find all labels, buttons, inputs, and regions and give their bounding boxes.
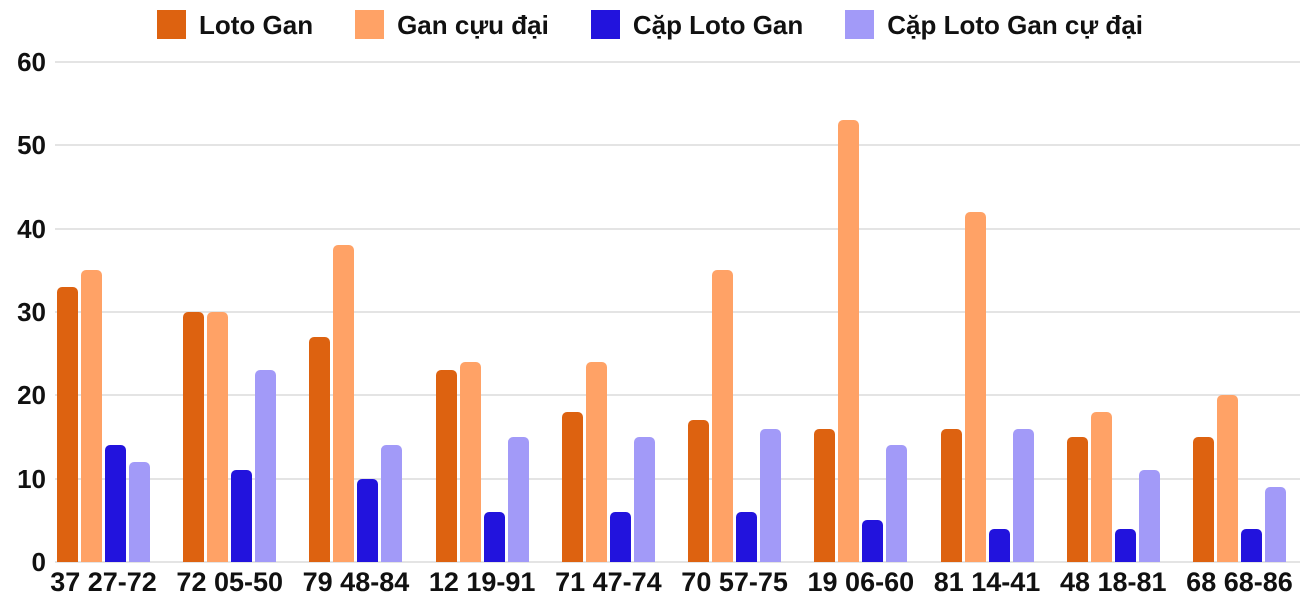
- bar-series-1[interactable]: [838, 120, 860, 562]
- legend-item[interactable]: Cặp Loto Gan cự đại: [845, 10, 1143, 39]
- bar-series-3[interactable]: [255, 370, 277, 562]
- bar-series-0[interactable]: [435, 370, 457, 562]
- bar-series-2[interactable]: [483, 512, 505, 562]
- y-axis-tick-label: 20: [17, 380, 46, 411]
- y-axis: 0 10 20 30 40 50 60: [0, 47, 46, 577]
- legend-swatch-icon: [590, 10, 620, 39]
- bar-series-0[interactable]: [57, 287, 78, 562]
- legend-item[interactable]: Gan cựu đại: [355, 10, 549, 39]
- bar-group: 72 05-50: [176, 62, 283, 596]
- bar-series-2[interactable]: [609, 512, 631, 562]
- bar-series-0[interactable]: [183, 312, 205, 562]
- gridlines: [55, 61, 1300, 563]
- bar-series-0[interactable]: [309, 337, 331, 562]
- bar-series-2[interactable]: [988, 528, 1010, 562]
- bar-series-1[interactable]: [1090, 412, 1112, 562]
- legend-label: Cặp Loto Gan: [632, 9, 804, 40]
- bar-group: 19 06-60: [808, 62, 914, 596]
- plot-area: 37 27-72 72 05-50 79 48-84 12 19-91 71 47-74…: [50, 61, 1300, 596]
- x-axis-category-label: 48 18-81: [1059, 567, 1167, 597]
- bar-groups: 37 27-72 72 05-50 79 48-84 12 19-91 71 47-74…: [50, 62, 1293, 596]
- legend-label: Cặp Loto Gan cự đại: [887, 9, 1143, 40]
- bar-series-1[interactable]: [459, 362, 481, 562]
- bar-group: 81 14-41: [934, 62, 1040, 596]
- bar-series-0[interactable]: [688, 420, 710, 562]
- y-axis-tick-label: 50: [17, 130, 46, 161]
- legend-swatch-icon: [355, 10, 385, 39]
- gridline: [55, 477, 1300, 480]
- legend-item[interactable]: Loto Gan: [156, 9, 314, 40]
- bar-series-3[interactable]: [886, 445, 908, 562]
- bar-group: 70 57-75: [681, 62, 788, 596]
- bar-series-0[interactable]: [940, 428, 962, 562]
- x-axis-category-label: 81 14-41: [933, 567, 1041, 597]
- x-axis-category-label: 70 57-75: [681, 567, 788, 597]
- legend-swatch-icon: [156, 10, 186, 39]
- y-axis-tick-label: 0: [31, 547, 46, 577]
- bar-series-0[interactable]: [1192, 437, 1214, 562]
- bar-series-3[interactable]: [507, 437, 529, 562]
- bar-series-1[interactable]: [585, 362, 607, 562]
- y-axis-tick-label: 60: [17, 47, 46, 77]
- bar-series-1[interactable]: [964, 212, 986, 562]
- gridline: [55, 144, 1300, 147]
- gridline: [55, 227, 1300, 230]
- x-axis-category-label: 79 48-84: [302, 567, 410, 597]
- x-axis-category-label: 19 06-60: [807, 567, 915, 597]
- bar-series-1[interactable]: [81, 270, 102, 562]
- bar-group: 48 18-81: [1060, 62, 1167, 596]
- bar-series-3[interactable]: [129, 462, 150, 562]
- bar-series-2[interactable]: [357, 478, 379, 562]
- gridline: [55, 61, 1300, 63]
- bar-series-0[interactable]: [1066, 437, 1088, 562]
- bar-series-2[interactable]: [862, 520, 884, 562]
- bar-series-2[interactable]: [231, 470, 253, 562]
- bar-series-3[interactable]: [381, 445, 403, 562]
- bar-group: 37 27-72: [50, 62, 157, 596]
- chart-legend: Loto Gan Gan cựu đại Cặp Loto Gan Cặp Loto …: [0, 10, 1300, 39]
- x-axis-category-label: 72 05-50: [176, 567, 284, 597]
- bar-group: 71 47-74: [555, 62, 662, 596]
- bar-series-3[interactable]: [633, 437, 655, 562]
- bar-series-2[interactable]: [736, 512, 758, 562]
- x-axis-category-label: 68 68-86: [1186, 567, 1293, 597]
- bar-group: 79 48-84: [303, 62, 409, 596]
- bar-group: 68 68-86: [1186, 62, 1293, 596]
- bar-series-3[interactable]: [760, 428, 782, 562]
- y-axis-tick-label: 30: [17, 297, 46, 327]
- bar-series-2[interactable]: [1114, 528, 1136, 562]
- bar-series-1[interactable]: [712, 270, 734, 562]
- x-axis-category-label: 37 27-72: [50, 567, 157, 597]
- bar-series-2[interactable]: [1240, 528, 1262, 562]
- bar-group: 12 19-91: [429, 62, 535, 596]
- gridline: [55, 394, 1300, 397]
- bar-series-1[interactable]: [1216, 395, 1238, 562]
- bar-series-1[interactable]: [333, 245, 355, 562]
- bar-series-2[interactable]: [105, 445, 126, 562]
- x-axis-category-label: 12 19-91: [428, 567, 536, 597]
- bar-series-3[interactable]: [1012, 428, 1034, 562]
- legend-label: Loto Gan: [198, 9, 314, 40]
- bar-series-0[interactable]: [561, 412, 583, 562]
- bar-series-0[interactable]: [814, 428, 836, 562]
- legend-swatch-icon: [845, 10, 875, 39]
- y-axis-tick-label: 40: [17, 213, 46, 244]
- bar-series-3[interactable]: [1138, 470, 1160, 562]
- legend-label: Gan cựu đại: [397, 9, 549, 40]
- legend-item[interactable]: Cặp Loto Gan: [590, 9, 804, 40]
- y-axis-tick-label: 10: [17, 463, 46, 494]
- gridline: [55, 311, 1300, 313]
- bar-series-1[interactable]: [207, 312, 229, 562]
- x-axis-category-label: 71 47-74: [555, 567, 662, 597]
- bar-series-3[interactable]: [1264, 487, 1286, 562]
- gridline: [55, 561, 1300, 563]
